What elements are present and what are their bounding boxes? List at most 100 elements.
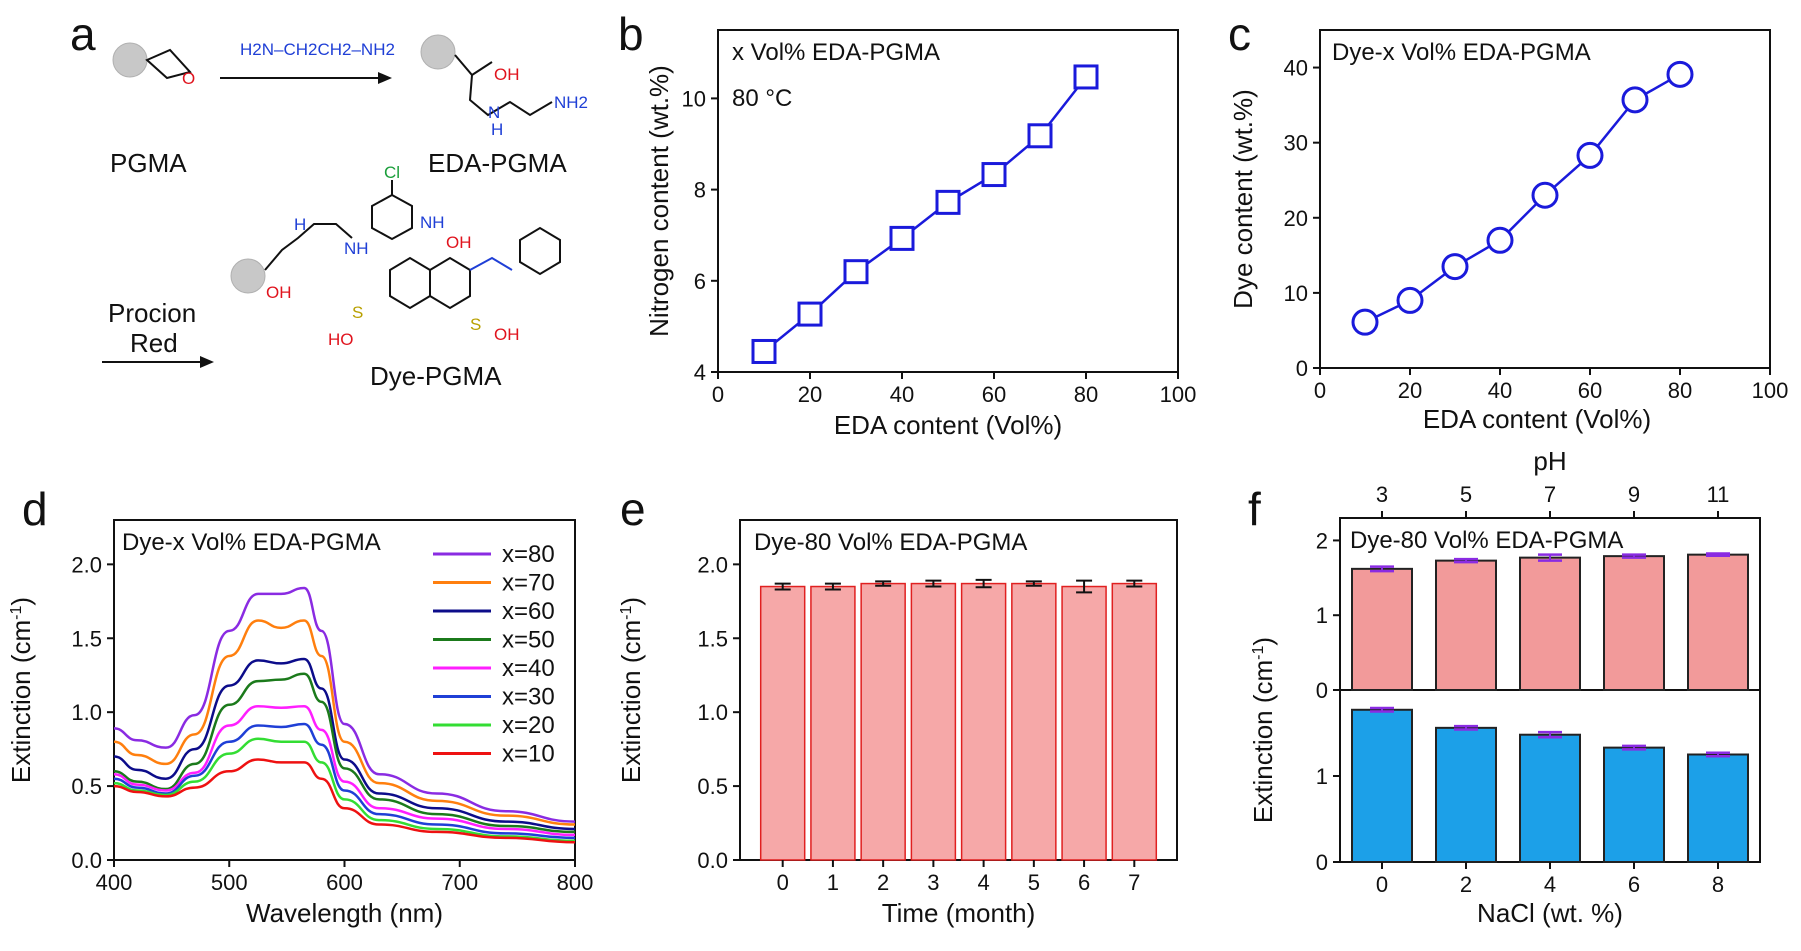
red-label: Red	[130, 328, 178, 358]
legend-label: x=20	[502, 712, 555, 739]
x-tick-label: 8	[1712, 872, 1724, 897]
bar	[810, 585, 856, 861]
panel-e: e 0.0 0.5 1.0 1.5 2.0 Extinction (cm-1) Dye-80 …	[616, 483, 1178, 928]
x-tick-label: 0	[1376, 872, 1388, 897]
sulfonate-s-2-label: S	[470, 315, 481, 334]
data-point-square	[751, 338, 777, 364]
data-point-circle	[1351, 308, 1379, 336]
panel-d: d 0.0 0.5 1.0 1.5 2.0 400 500 600 700 800 Wavelengt…	[6, 483, 593, 928]
procion-label: Procion	[108, 298, 196, 328]
x-tick-label: 700	[441, 870, 478, 895]
data-point-circle	[1531, 181, 1559, 209]
spectrum-line	[113, 657, 576, 831]
terminal-nh2-label: NH2	[554, 93, 588, 112]
top-x-tick-label: 7	[1544, 482, 1556, 507]
spectrum-line	[113, 586, 576, 823]
panel-letter-e: e	[620, 483, 646, 535]
x-tick-label: 600	[326, 870, 363, 895]
x-tick-label: 2	[877, 870, 889, 895]
eda-pgma-label: EDA-PGMA	[428, 148, 567, 178]
bar	[759, 585, 806, 861]
bar	[860, 582, 906, 861]
panel-letter-b: b	[618, 8, 644, 60]
y-tick-label: 0	[1316, 678, 1328, 703]
azo-bond-icon	[469, 256, 513, 271]
x-tick-label: 80	[1668, 378, 1692, 403]
plot-frame	[739, 519, 1178, 861]
legend-label: x=10	[502, 741, 555, 768]
pgma-bead-icon	[112, 42, 148, 78]
spectrum-line	[113, 758, 576, 844]
legend-label: x=80	[502, 541, 555, 568]
ph-bar	[1435, 559, 1497, 692]
sulfonate-ho-1-label: HO	[328, 330, 354, 349]
epoxide-ring-icon	[145, 48, 192, 80]
y-tick-label: 2.0	[71, 552, 102, 577]
y-tick-label: 6	[694, 269, 706, 294]
y-tick-label: 0.0	[71, 848, 102, 873]
y-tick-label: 1.0	[71, 700, 102, 725]
data-point-circle	[1396, 286, 1424, 314]
panel-a: a O PGMA H2N–CH2CH2–NH2 OH N H NH2 EDA-P…	[70, 8, 588, 391]
x-tick-label: 0	[777, 870, 789, 895]
x-axis-label: Wavelength (nm)	[246, 898, 443, 928]
x-tick-label: 6	[1628, 872, 1640, 897]
y-tick-label: 0.5	[71, 774, 102, 799]
nacl-bar	[1687, 753, 1749, 863]
ph-bar	[1519, 556, 1581, 691]
data-point-square	[981, 162, 1007, 188]
x-tick-label: 0	[1314, 378, 1326, 403]
x-axis-label: NaCl (wt. %)	[1477, 898, 1623, 928]
dye-hydroxyl-label: OH	[266, 283, 292, 302]
spectrum-line	[113, 722, 576, 840]
y-tick-label: 0.5	[697, 774, 728, 799]
plot-frame	[717, 29, 1179, 373]
plot-annotation: x Vol% EDA-PGMA	[732, 39, 940, 66]
plot-annotation: Dye-x Vol% EDA-PGMA	[122, 529, 381, 556]
plot-annotation: Dye-x Vol% EDA-PGMA	[1332, 39, 1591, 66]
panel-letter-f: f	[1248, 483, 1261, 535]
panel-letter-a: a	[70, 8, 96, 60]
sulfonate-oh-2-label: OH	[494, 325, 520, 344]
top-x-tick-label: 3	[1376, 482, 1388, 507]
dye-linker-chain-icon	[264, 223, 353, 271]
pgma-label: PGMA	[110, 148, 187, 178]
triazine-ring-icon	[371, 193, 413, 241]
arrowhead-1-icon	[378, 72, 392, 84]
data-point-circle	[1576, 141, 1604, 169]
legend-label: x=60	[502, 598, 555, 625]
dye-nh-1-label: H	[294, 215, 306, 234]
y-tick-label: 0	[1296, 356, 1308, 381]
y-tick-label: 4	[694, 360, 706, 385]
data-point-square	[889, 225, 915, 251]
eda-pgma-bead-icon	[420, 34, 456, 70]
spectrum-line	[113, 672, 576, 834]
panel-f: f pH 3 5 7 9 11 Dye-80 Vol% EDA-PGMA 0 1 2 0 1 0 2 4 6 8 N…	[1248, 446, 1761, 928]
nacl-bar	[1603, 746, 1665, 863]
y-tick-label: 2.0	[697, 552, 728, 577]
dye-nh-3-label: NH	[420, 213, 445, 232]
x-tick-label: 0	[712, 382, 724, 407]
top-x-tick-label: 11	[1707, 482, 1730, 507]
y-tick-label: 1	[1316, 603, 1328, 628]
y-tick-label: 1.5	[71, 626, 102, 651]
y-axis-label: Extinction (cm-1)	[616, 597, 646, 783]
y-tick-label: 2	[1316, 528, 1328, 553]
eda-pgma-chain-icon	[454, 54, 553, 117]
y-axis-label: Extinction (cm-1)	[1248, 637, 1278, 823]
ph-bar	[1603, 555, 1665, 692]
y-tick-label: 30	[1284, 131, 1308, 156]
x-tick-label: 60	[982, 382, 1006, 407]
legend-label: x=40	[502, 655, 555, 682]
y-tick-label: 40	[1284, 56, 1308, 81]
spectrum-line	[113, 619, 576, 826]
data-point-square	[1027, 123, 1053, 149]
spectrum-line	[113, 705, 576, 837]
legend-label: x=50	[502, 627, 555, 654]
x-tick-label: 60	[1578, 378, 1602, 403]
sulfonate-s-1-label: S	[352, 303, 363, 322]
dye-nh-2-label: NH	[344, 239, 369, 258]
data-point-square	[843, 259, 869, 285]
